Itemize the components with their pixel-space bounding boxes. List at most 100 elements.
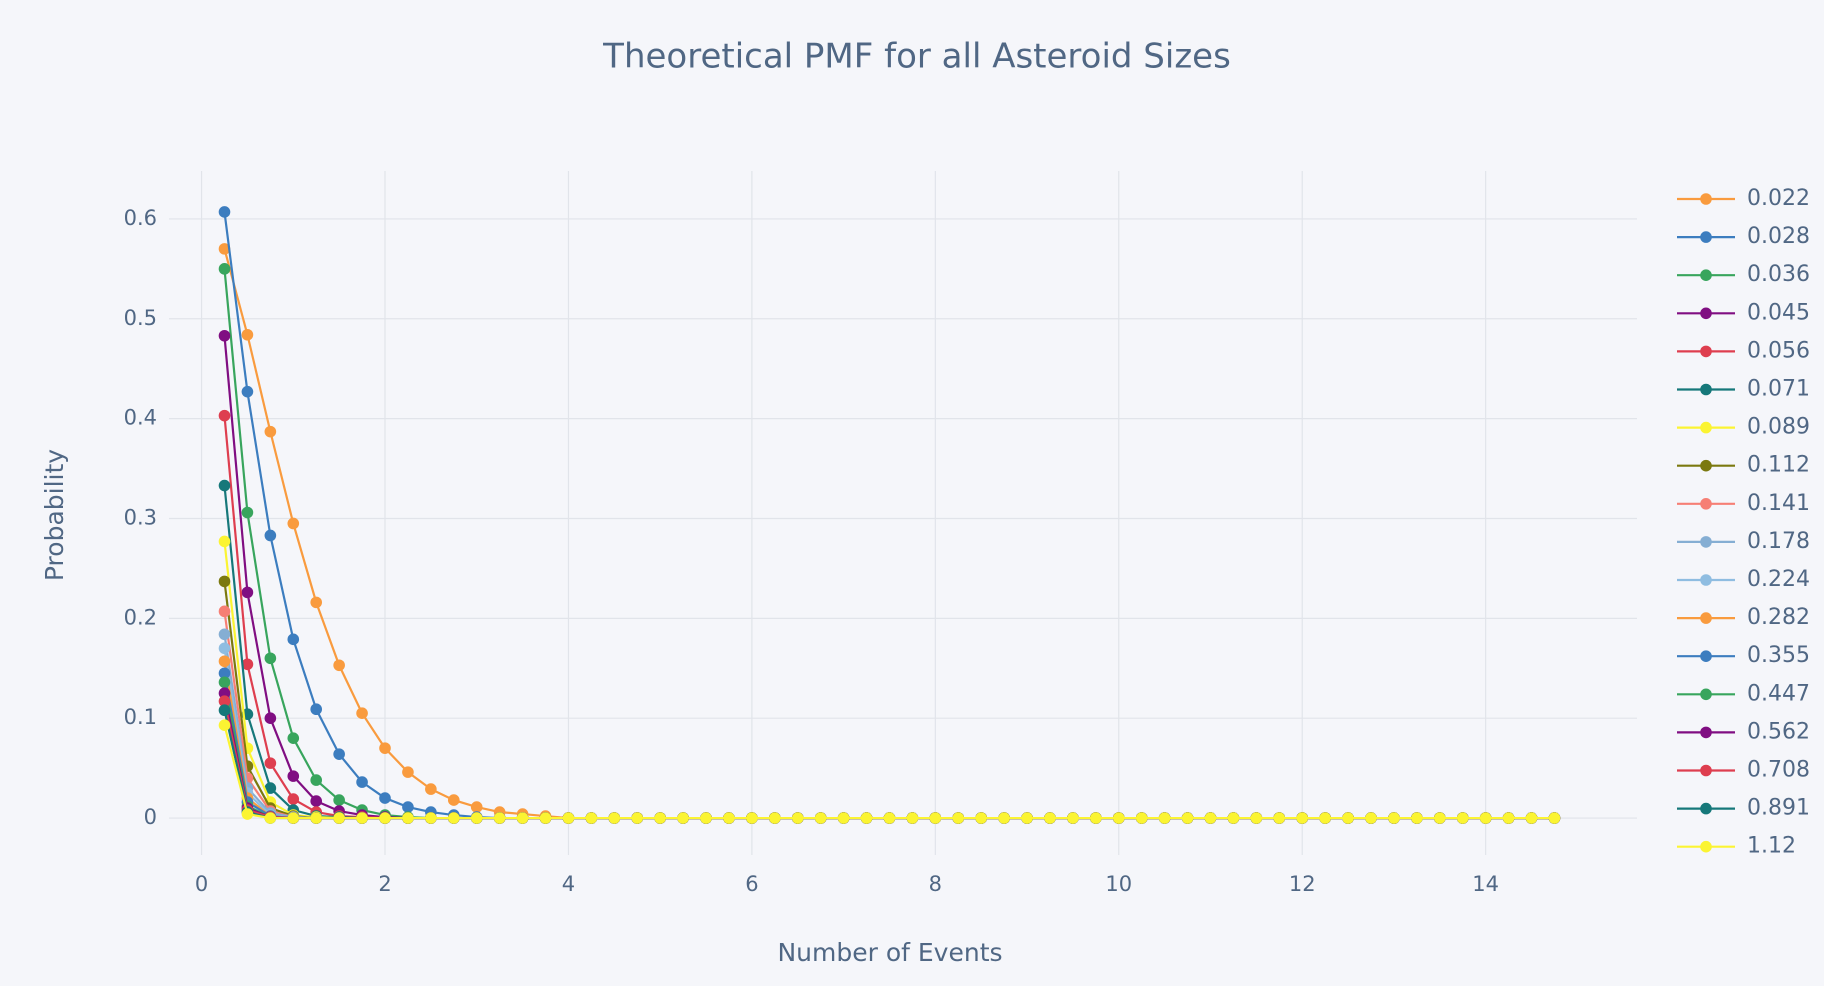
legend-item: 0.028 [1677,224,1810,249]
data-point [241,506,254,519]
data-point [218,263,231,275]
y-tick-label: 0.1 [124,705,157,729]
legend-swatch-marker [1700,612,1712,624]
data-point [814,812,827,824]
legend-swatch-marker [1700,459,1712,472]
legend-label: 0.089 [1747,415,1810,440]
legend-item: 0.036 [1677,262,1810,287]
legend-item: 0.089 [1677,415,1810,440]
x-tick-label: 10 [1105,872,1132,896]
data-point [791,812,804,824]
chart-title: Theoretical PMF for all Asteroid Sizes [602,37,1231,77]
data-point [218,676,231,689]
legend-swatch-marker [1700,193,1712,205]
x-tick-label: 14 [1472,872,1499,896]
data-point [333,659,345,672]
data-point [1342,812,1354,824]
legend-swatch-marker [1700,231,1712,243]
data-point [998,812,1010,824]
legend-swatch-marker [1700,269,1712,282]
data-point [218,667,231,680]
legend-swatch-marker [1700,536,1712,548]
data-point [287,793,300,805]
legend-label: 0.447 [1747,681,1810,706]
data-point [310,703,323,716]
data-point [1273,812,1286,824]
data-point [218,687,231,700]
data-point [218,704,231,717]
legend-swatch-marker [1700,345,1712,358]
data-point [929,812,942,824]
legend-label: 0.708 [1747,758,1810,783]
legend-label: 0.045 [1747,300,1810,325]
data-point [1135,812,1148,824]
data-point [310,795,323,807]
data-point [310,812,323,824]
legend-swatch-marker [1700,498,1712,510]
data-point [1456,812,1469,824]
data-point [218,719,231,731]
x-tick-label: 0 [195,872,208,896]
legend-swatch-marker [1700,802,1712,815]
data-point [493,812,506,824]
legend-item: 0.071 [1677,377,1810,402]
legend-label: 0.562 [1747,719,1810,744]
data-point [310,774,323,786]
data-point [333,794,345,806]
data-point [700,812,712,824]
data-point [287,770,300,782]
legend-swatch-marker [1700,383,1712,396]
data-point [402,766,414,778]
x-tick-label: 4 [562,872,575,896]
legend-swatch-marker [1700,421,1712,434]
y-tick-label: 0.4 [124,406,157,430]
data-point [1319,812,1331,824]
data-point [1433,812,1446,824]
data-point [470,812,483,824]
x-tick-label: 2 [378,872,391,896]
data-point [402,812,414,824]
data-point [654,812,666,824]
legend-label: 0.355 [1747,643,1810,668]
data-point [218,329,231,342]
data-point [516,812,529,824]
legend-item: 0.891 [1677,796,1810,821]
data-point [218,575,231,588]
data-point [264,757,277,769]
data-point [218,409,231,422]
data-point [333,812,345,824]
legend-item: 0.282 [1677,605,1810,630]
legend-item: 1.12 [1677,834,1796,859]
legend-swatch-marker [1700,840,1712,853]
legend-label: 0.071 [1747,377,1810,402]
data-point [837,812,850,824]
legend-label: 0.036 [1747,262,1810,287]
data-point [1090,812,1102,824]
data-point [218,628,231,641]
legend-label: 0.056 [1747,338,1810,363]
series [218,719,1561,824]
legend-swatch-marker [1700,650,1712,662]
data-point [723,812,735,824]
y-tick-label: 0.6 [124,206,157,230]
data-point [631,812,644,824]
data-point [218,605,231,618]
data-point [287,812,300,824]
data-point [1296,812,1309,824]
legend-swatch-marker [1700,764,1712,777]
data-point [447,812,460,824]
data-point [1181,812,1194,824]
legend-label: 0.224 [1747,567,1810,592]
data-point [470,801,483,813]
data-point [333,748,345,760]
y-axis-title: Probability [40,449,69,581]
x-tick-label: 8 [929,872,942,896]
data-point [539,812,552,824]
data-point [608,812,621,824]
data-point [264,652,277,665]
legend-item: 0.022 [1677,186,1810,211]
data-point [241,658,254,671]
x-tick-label: 12 [1289,872,1316,896]
data-point [402,801,414,813]
